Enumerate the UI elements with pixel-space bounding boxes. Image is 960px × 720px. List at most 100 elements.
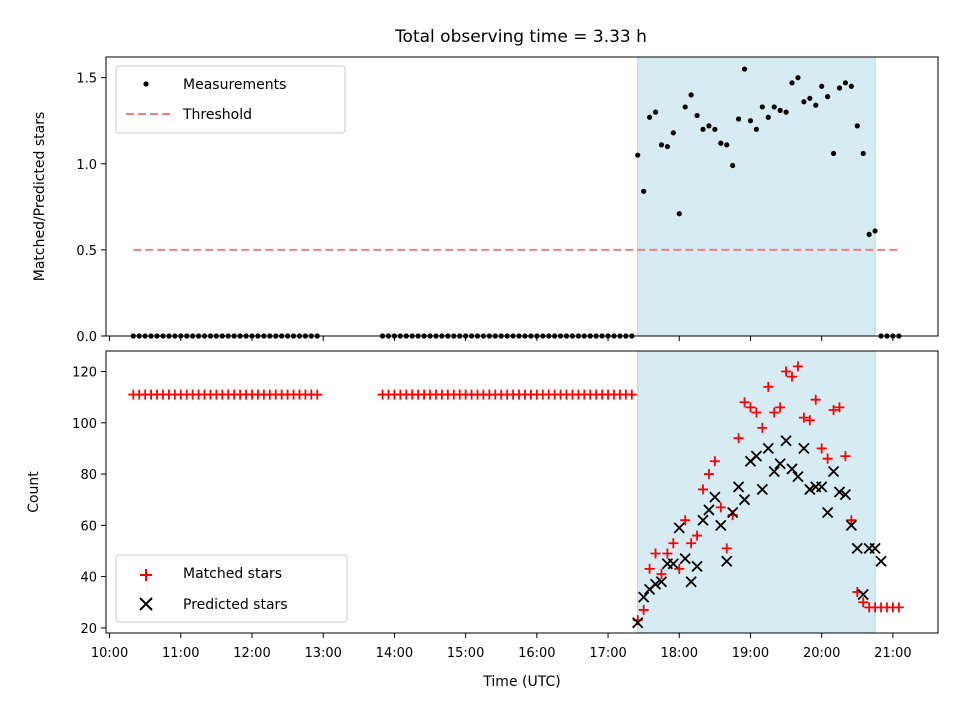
y-top-tick-label: 1.0 (76, 158, 97, 173)
measurement-point (682, 104, 688, 110)
matched-star-point (638, 604, 649, 615)
matched-star-point (644, 563, 655, 574)
predicted-star-point (857, 588, 869, 601)
axes-frame-top (105, 56, 939, 337)
y-top-tick-label: 1.5 (76, 72, 97, 87)
measurement-point (836, 85, 843, 91)
matched-star-point (751, 407, 762, 418)
matched-star-point (798, 412, 809, 423)
measurement-point (741, 66, 748, 72)
predicted-star-point (697, 514, 709, 526)
panel-ratio: 0.0 0.5 1.0 1.5 Matched/Predicted stars Mea… (32, 56, 939, 345)
predicted-star-point (839, 488, 852, 501)
matched-star-point (816, 443, 827, 454)
predicted-star-point (827, 465, 840, 478)
x-tick-label: 18:00 (661, 646, 698, 661)
legend-label-threshold: Threshold (182, 107, 252, 123)
matched-star-point (312, 389, 323, 400)
predicted-star-point (691, 560, 703, 572)
measurement-point (848, 83, 854, 89)
y-axis-label-top: Matched/Predicted stars (32, 112, 48, 282)
predicted-star-point (655, 576, 668, 588)
predicted-star-point (673, 522, 685, 534)
matched-star-point (686, 538, 697, 549)
highlight-span-top (637, 56, 876, 337)
measurement-point (658, 142, 665, 148)
chart-title: Total observing time = 3.33 h (394, 27, 647, 47)
measurement-point (700, 126, 706, 132)
x-tick-label: 10:00 (91, 646, 128, 661)
measurement-point (872, 228, 878, 234)
predicted-star-point (750, 450, 763, 462)
matched-star-point (792, 361, 803, 372)
measurement-point (724, 142, 730, 148)
measurement-point (807, 95, 813, 101)
measurement-point (765, 114, 771, 120)
y-bottom-tick-label: 20 (80, 622, 97, 637)
measurement-point (842, 80, 849, 86)
matched-star-point (650, 548, 661, 559)
predicted-star-point (685, 576, 697, 588)
x-tick-label: 21:00 (874, 646, 911, 661)
x-tick-label: 14:00 (376, 646, 413, 661)
predicted-star-point (792, 470, 804, 483)
measurement-point (801, 99, 807, 105)
measurement-point (819, 83, 825, 89)
matched-star-point (733, 433, 744, 444)
matched-star-point (703, 469, 714, 480)
x-tick-label: 20:00 (803, 646, 840, 661)
x-tick-label: 15:00 (447, 646, 484, 661)
measurement-point (783, 109, 789, 115)
axes-frame-bottom (105, 350, 939, 634)
y-top-tick-label: 0.5 (76, 244, 97, 259)
measurement-point (718, 140, 724, 146)
matched-star-point (739, 397, 750, 408)
predicted-star-point (709, 491, 721, 503)
highlight-span-bottom (637, 350, 876, 634)
matched-star-point (680, 515, 691, 526)
predicted-star-point (768, 465, 780, 478)
matched-star-point (715, 502, 726, 513)
measurement-point (825, 94, 831, 100)
measurement-point (712, 126, 718, 132)
matched-star-point (893, 602, 904, 613)
measurement-point (771, 104, 777, 110)
matched-star-point (656, 569, 667, 580)
predicted-star-point (833, 486, 846, 498)
y-bottom-tick-label: 80 (80, 468, 97, 483)
predicted-star-point (632, 617, 644, 629)
y-bottom-tick-label: 100 (72, 417, 97, 432)
predicted-star-point (667, 558, 679, 570)
measurement-point (795, 75, 801, 81)
matched-star-point (858, 597, 869, 608)
predicted-star-point (786, 463, 798, 475)
measurement-point (730, 162, 736, 169)
matched-star-point (709, 456, 720, 467)
x-tick-label: 19:00 (732, 646, 769, 661)
matched-star-point (822, 453, 833, 464)
matched-star-point (775, 402, 786, 413)
measurement-point (860, 150, 866, 157)
predicted-star-point (804, 483, 816, 496)
predicted-star-point (703, 504, 715, 516)
matched-star-point (828, 404, 839, 415)
predicted-star-point (638, 591, 650, 603)
measurement-point (866, 231, 872, 237)
measurement-point (747, 118, 754, 124)
predicted-star-point (780, 435, 792, 447)
measurement-point (789, 80, 795, 86)
matched-star-point (840, 451, 851, 462)
predicted-star-point (851, 542, 863, 555)
predicted-star-point (679, 553, 691, 565)
predicted-star-point (869, 542, 881, 555)
matched-star-point (781, 366, 792, 377)
predicted-star-point (721, 555, 733, 567)
matched-star-point (804, 415, 815, 426)
y-top-tick-label: 0.0 (76, 330, 97, 345)
x-tick-label: 11:00 (162, 646, 199, 661)
legend-marker-measurements (143, 81, 149, 87)
matched-star-point (769, 407, 780, 418)
predicted-star-point (875, 555, 887, 567)
measurement-point (813, 102, 819, 108)
legend-bottom: Matched stars Predicted stars (115, 554, 348, 623)
